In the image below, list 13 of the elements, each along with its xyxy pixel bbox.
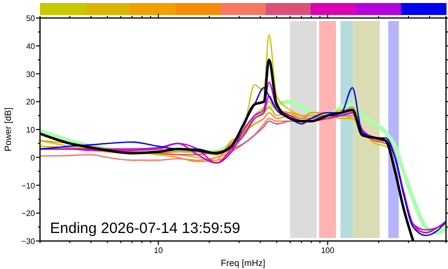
y-axis-title: Power [dB]: [3, 107, 13, 152]
y-tick-label: 50: [26, 14, 36, 23]
annotation: Ending 2026-07-14 13:59:59: [50, 220, 240, 237]
y-tick-label: 0: [30, 153, 36, 162]
y-tick-label: −30: [21, 237, 36, 246]
y-tick-label: 40: [26, 42, 36, 51]
x-tick-label: 100: [320, 246, 335, 255]
y-tick-label: 10: [26, 126, 36, 134]
x-axis-title: Freq [mHz]: [220, 258, 266, 268]
y-tick-label: −20: [21, 209, 36, 218]
y-tick-label: 20: [26, 98, 36, 107]
y-tick-label: 30: [26, 70, 36, 79]
y-tick-label: −10: [21, 181, 36, 190]
